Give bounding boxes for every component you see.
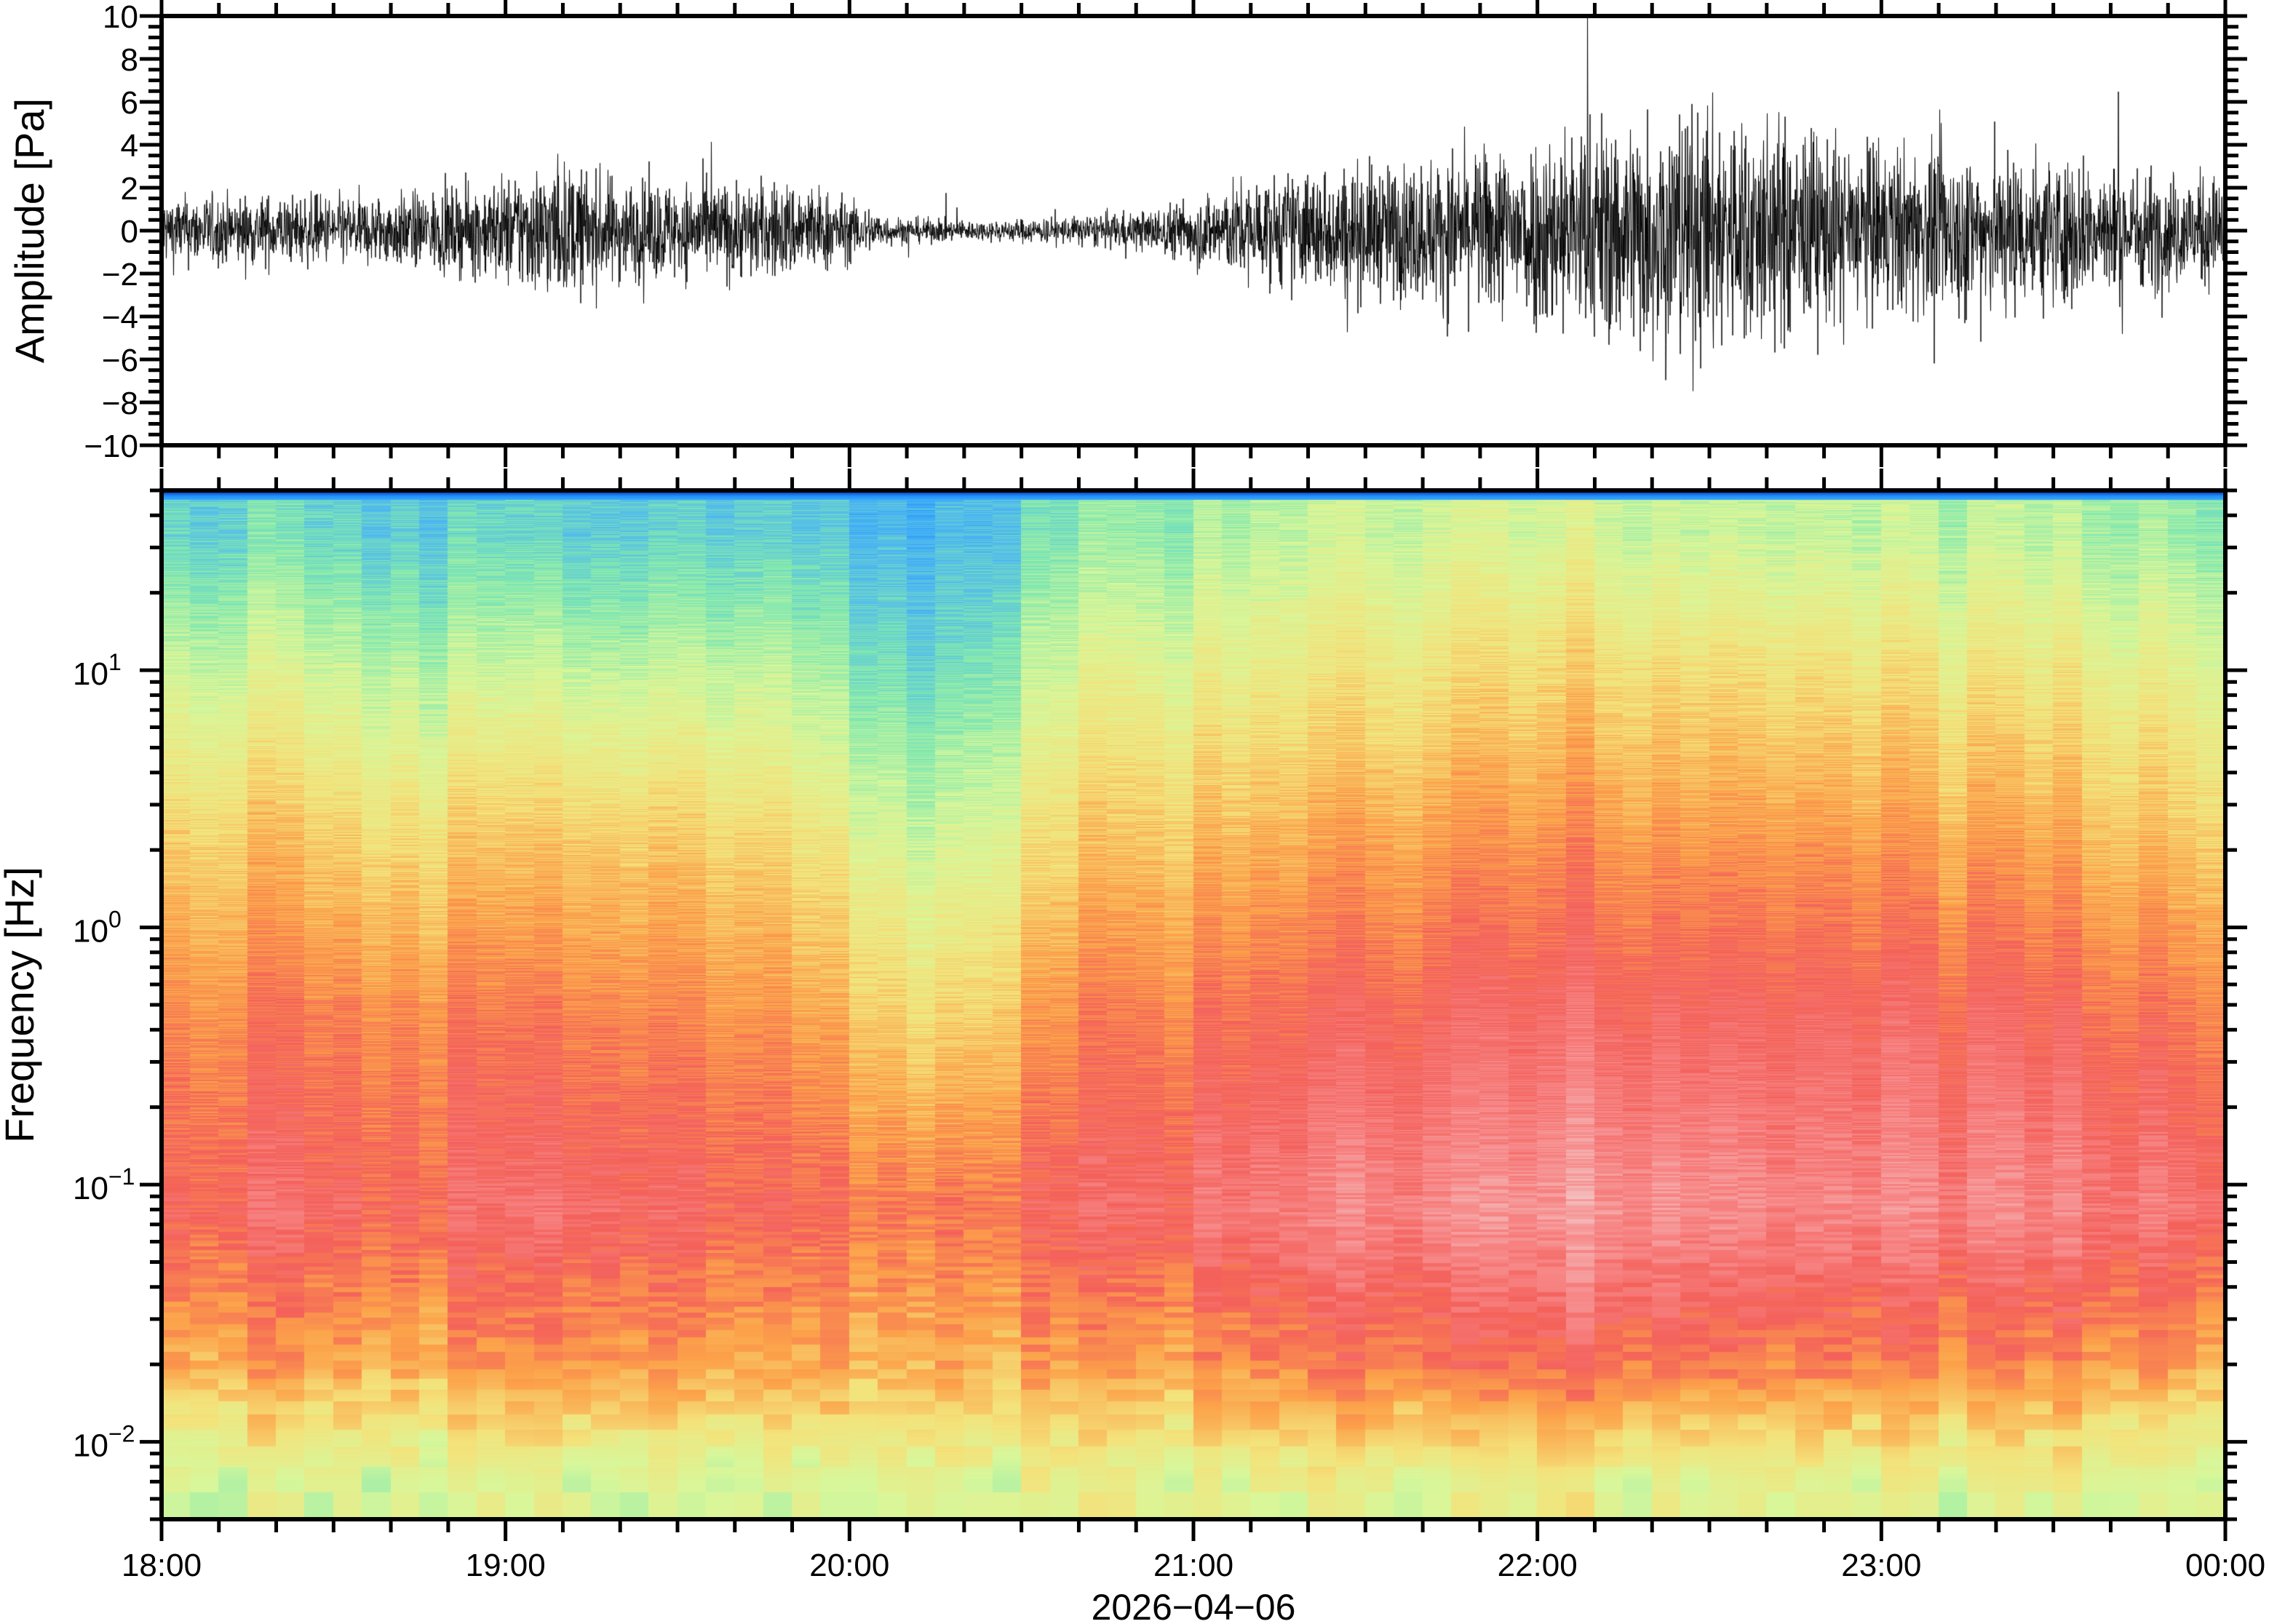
frequency-tick-label: 100	[73, 907, 122, 950]
time-tick-label: 00:00	[2185, 1548, 2265, 1583]
time-tick-label: 21:00	[1153, 1548, 1233, 1583]
amplitude-tick-label: −10	[84, 429, 138, 464]
frequency-tick-label: 101	[73, 649, 122, 692]
spectrogram-panel-frame	[159, 488, 2228, 1521]
frequency-tick-label: 10−1	[73, 1163, 135, 1206]
time-tick-label: 18:00	[122, 1548, 202, 1583]
amplitude-tick-label: 2	[121, 171, 138, 207]
tick-base: 10	[73, 914, 108, 950]
frequency-tick-label: 10−2	[73, 1421, 135, 1464]
tick-base: 10	[73, 656, 108, 692]
time-tick-label: 20:00	[809, 1548, 889, 1583]
amplitude-tick-label: −2	[102, 257, 138, 292]
amplitude-tick-label: 6	[121, 85, 138, 121]
time-tick-label: 23:00	[1841, 1548, 1921, 1583]
amplitude-tick-label: 0	[121, 214, 138, 250]
amplitude-panel-frame	[159, 14, 2228, 447]
amplitude-tick-label: 8	[121, 42, 138, 78]
time-tick-label: 22:00	[1498, 1548, 1578, 1583]
amplitude-tick-label: −4	[102, 300, 138, 335]
frequency-axis-title: Frequency [Hz]	[0, 867, 42, 1143]
amplitude-waveform	[162, 16, 2225, 445]
amplitude-axis-title: Amplitude [Pa]	[7, 98, 52, 363]
amplitude-tick-label: 10	[103, 0, 138, 35]
amplitude-tick-label: −6	[102, 343, 138, 378]
amplitude-tick-label: 4	[121, 128, 138, 164]
tick-exponent: 1	[108, 649, 122, 675]
spectrogram-heatmap	[162, 490, 2225, 1519]
tick-base: 10	[73, 1428, 108, 1464]
tick-exponent: −2	[108, 1421, 135, 1447]
amplitude-tick-label: −8	[102, 386, 138, 421]
tick-base: 10	[73, 1171, 108, 1206]
date-axis-title: 2026−04−06	[1092, 1587, 1296, 1624]
tick-exponent: −1	[108, 1163, 135, 1190]
time-tick-label: 19:00	[466, 1548, 546, 1583]
tick-exponent: 0	[108, 907, 122, 933]
